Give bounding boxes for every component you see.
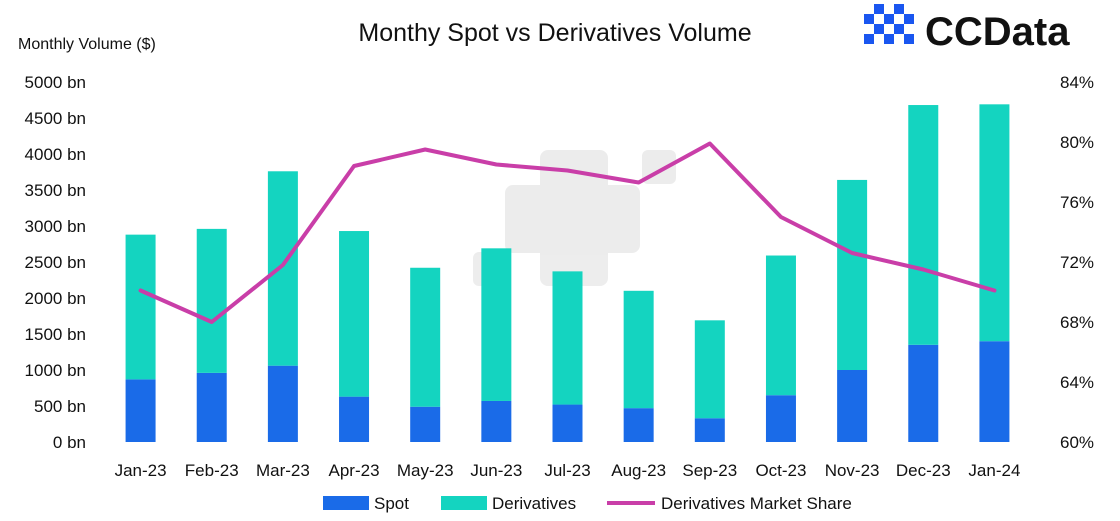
bar-spot [481, 400, 512, 442]
bar-spot [267, 365, 298, 442]
bar-derivatives [979, 104, 1010, 342]
y-tick-label: 4500 bn [25, 109, 86, 128]
chart-title: Monthy Spot vs Derivatives Volume [358, 19, 751, 47]
bar-derivatives [908, 105, 939, 345]
x-tick-label: Sep-23 [682, 461, 737, 480]
bar-derivatives [552, 271, 583, 405]
x-tick-label: May-23 [397, 461, 454, 480]
legend-swatch-spot [323, 496, 369, 510]
legend-label-spot: Spot [374, 494, 409, 513]
y2-tick-label: 60% [1060, 433, 1094, 452]
y2-tick-label: 84% [1060, 73, 1094, 92]
bar-derivatives [125, 234, 156, 380]
bar-spot [908, 344, 939, 442]
legend: Spot Derivatives Derivatives Market Shar… [323, 494, 852, 513]
x-tick-label: Jul-23 [544, 461, 590, 480]
x-tick-label: Jun-23 [470, 461, 522, 480]
bar-derivatives [837, 179, 868, 370]
x-tick-label: Nov-23 [825, 461, 880, 480]
y2-tick-label: 72% [1060, 253, 1094, 272]
bar-spot [196, 372, 227, 442]
y-tick-label: 1000 bn [25, 361, 86, 380]
bar-spot [552, 404, 583, 442]
y-axis-label: Monthly Volume ($) [18, 36, 156, 53]
bar-spot [623, 408, 654, 442]
x-tick-label: Oct-23 [755, 461, 806, 480]
legend-label-market-share: Derivatives Market Share [661, 494, 852, 513]
y-tick-label: 4000 bn [25, 145, 86, 164]
bar-derivatives [196, 228, 227, 373]
x-tick-label: Mar-23 [256, 461, 310, 480]
line-derivatives-market-share [138, 141, 997, 324]
bar-derivatives [267, 171, 298, 366]
bar-spot [694, 418, 725, 442]
y-tick-label: 1500 bn [25, 325, 86, 344]
y2-tick-label: 76% [1060, 193, 1094, 212]
x-tick-label: Apr-23 [329, 461, 380, 480]
x-tick-label: Dec-23 [896, 461, 951, 480]
x-tick-label: Aug-23 [611, 461, 666, 480]
y-tick-label: 2500 bn [25, 253, 86, 272]
y-tick-label: 0 bn [53, 433, 86, 452]
bar-derivatives [410, 267, 441, 407]
bar-derivatives [765, 255, 796, 396]
bar-derivatives [694, 320, 725, 419]
bar-spot [339, 396, 370, 442]
y2-tick-label: 64% [1060, 373, 1094, 392]
x-tick-label: Feb-23 [185, 461, 239, 480]
bar-spot [410, 406, 441, 442]
bar-spot [837, 370, 868, 442]
y2-tick-label: 68% [1060, 313, 1094, 332]
y-tick-label: 5000 bn [25, 73, 86, 92]
x-tick-label: Jan-23 [115, 461, 167, 480]
bar-spot [765, 395, 796, 442]
bar-derivatives [623, 290, 654, 409]
legend-swatch-derivatives [441, 496, 487, 510]
y2-tick-label: 80% [1060, 133, 1094, 152]
bar-derivatives [481, 248, 512, 401]
x-tick-label: Jan-24 [968, 461, 1020, 480]
bar-spot [125, 379, 156, 442]
bar-derivatives [339, 231, 370, 397]
legend-label-derivatives: Derivatives [492, 494, 576, 513]
ccdata-logo-icon [864, 4, 914, 44]
y-tick-label: 2000 bn [25, 289, 86, 308]
y-tick-label: 500 bn [34, 397, 86, 416]
y-tick-label: 3000 bn [25, 217, 86, 236]
y-tick-label: 3500 bn [25, 181, 86, 200]
brand-name: CCData [925, 10, 1070, 54]
bar-spot [979, 341, 1010, 442]
